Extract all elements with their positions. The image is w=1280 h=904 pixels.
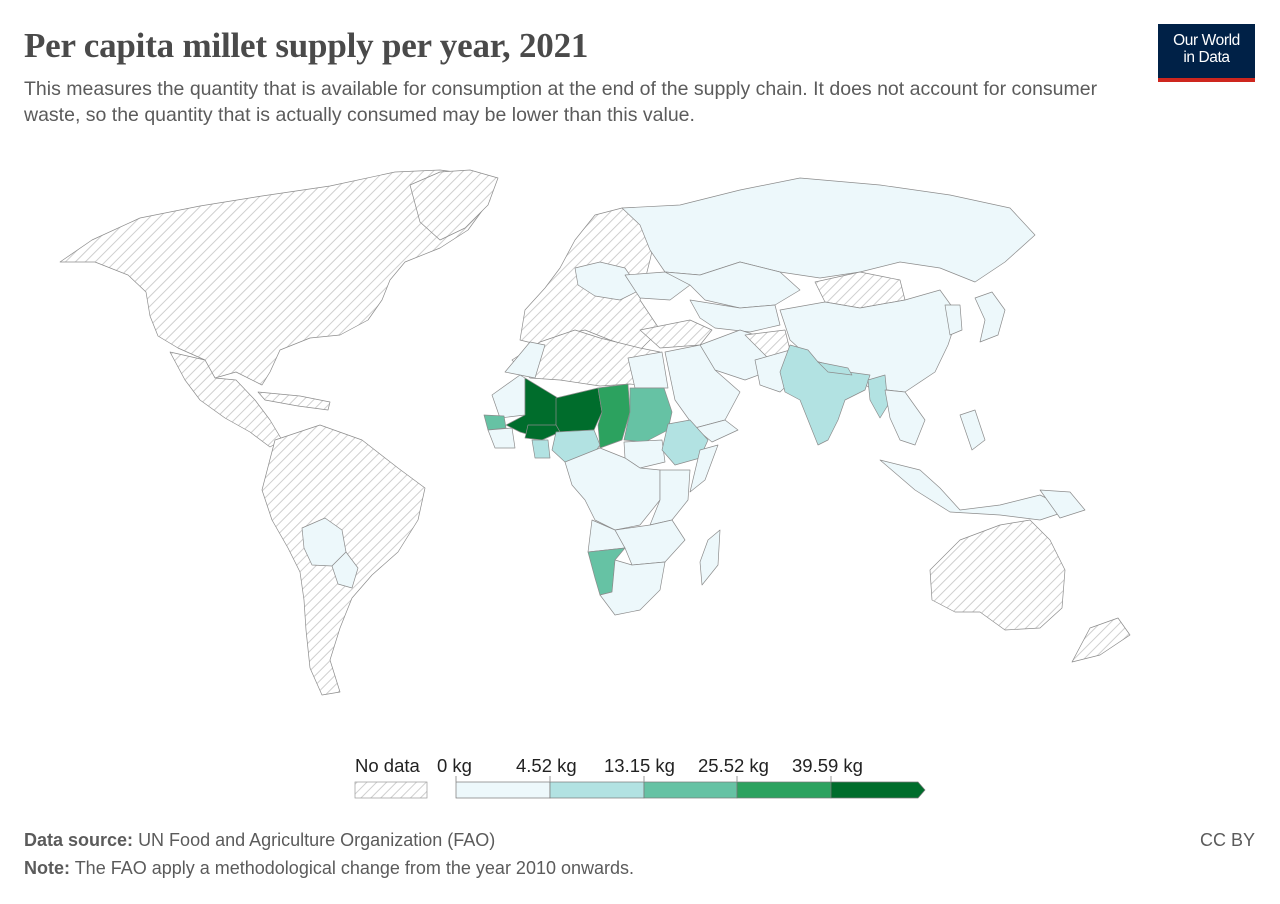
country-morocco[interactable] <box>504 341 546 379</box>
data-source-label: Data source: <box>24 830 134 850</box>
legend-bin-1[interactable] <box>549 781 645 799</box>
country-guinea[interactable] <box>487 427 516 449</box>
country-turkey[interactable] <box>639 319 713 349</box>
country-central-asia[interactable] <box>689 299 781 333</box>
region-caribbean[interactable] <box>257 391 331 411</box>
data-source-line: Data source: UN Food and Agriculture Org… <box>24 830 495 851</box>
region-australia[interactable] <box>929 519 1066 631</box>
country-ghana[interactable] <box>531 439 551 459</box>
country-saudi-arabia[interactable] <box>664 344 741 429</box>
chart-subtitle: This measures the quantity that is avail… <box>24 78 1098 126</box>
country-southeast-asia[interactable] <box>884 389 926 446</box>
region-greenland[interactable] <box>409 169 499 241</box>
legend-bin-2[interactable] <box>643 781 738 799</box>
country-egypt[interactable] <box>627 351 669 389</box>
legend-label-3: 25.52 kg <box>698 755 769 776</box>
region-new-zealand[interactable] <box>1071 617 1131 663</box>
country-chad[interactable] <box>597 383 631 449</box>
legend-bin-4[interactable] <box>830 781 926 799</box>
legend-label-4: 39.59 kg <box>792 755 863 776</box>
country-central-africa[interactable] <box>564 447 661 531</box>
legend-no-data-swatch <box>354 781 428 799</box>
world-map <box>59 169 1131 696</box>
country-korea[interactable] <box>944 304 963 336</box>
country-paraguay[interactable] <box>331 551 359 589</box>
country-senegal[interactable] <box>483 414 507 431</box>
country-philippines[interactable] <box>959 409 986 451</box>
logo-line-1: Our World <box>1173 32 1240 49</box>
country-ukraine[interactable] <box>624 271 691 301</box>
chart-title: Per capita millet supply per year, 2021 <box>24 26 589 65</box>
country-madagascar[interactable] <box>699 529 721 586</box>
country-europe-east[interactable] <box>574 261 641 301</box>
country-zambia-region[interactable] <box>614 519 686 566</box>
license-link[interactable]: CC BY <box>1199 830 1255 850</box>
country-myanmar[interactable] <box>867 374 889 419</box>
country-yemen[interactable] <box>694 419 739 443</box>
country-somalia[interactable] <box>689 444 719 493</box>
data-source-text[interactable]: UN Food and Agriculture Organization (FA… <box>138 830 496 850</box>
note-label: Note: <box>24 858 70 878</box>
country-png[interactable] <box>1039 489 1086 519</box>
note-line: Note: The FAO apply a methodological cha… <box>24 858 634 879</box>
country-japan[interactable] <box>974 291 1006 343</box>
legend-label-2: 13.15 kg <box>604 755 675 776</box>
legend-label-1: 4.52 kg <box>516 755 577 776</box>
country-nepal[interactable] <box>817 361 853 376</box>
note-text: The FAO apply a methodological change fr… <box>74 858 635 878</box>
logo-line-2: in Data <box>1183 49 1230 66</box>
legend-no-data-label: No data <box>355 755 420 776</box>
legend-bin-0[interactable] <box>455 781 551 799</box>
country-sudan[interactable] <box>623 387 673 443</box>
legend-bin-3[interactable] <box>736 781 832 799</box>
region-north-america[interactable] <box>59 169 491 386</box>
country-kazakhstan[interactable] <box>664 261 801 309</box>
legend-label-0: 0 kg <box>437 755 472 776</box>
logo-accent-bar <box>1158 78 1255 82</box>
country-south-sudan[interactable] <box>623 439 666 469</box>
country-burkina-faso[interactable] <box>524 424 561 441</box>
country-south-africa[interactable] <box>599 559 666 616</box>
owid-logo[interactable]: Our World in Data <box>1158 24 1255 82</box>
